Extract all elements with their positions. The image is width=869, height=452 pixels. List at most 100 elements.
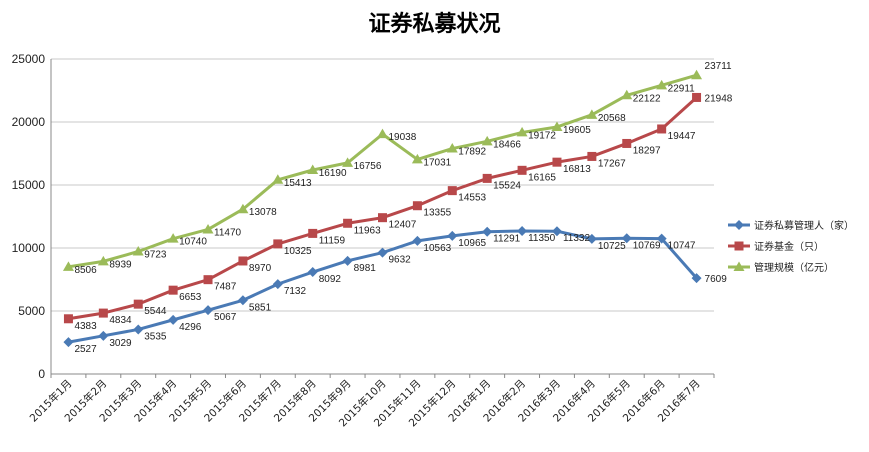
data-label-funds: 16165 [528,172,556,183]
data-point-scale [691,69,703,80]
data-point-managers [482,226,493,237]
data-label-scale: 10740 [179,237,207,248]
data-label-funds: 15524 [493,180,521,191]
data-label-managers: 10965 [458,238,486,249]
y-tick-label: 5000 [18,304,45,318]
data-point-managers [586,233,597,244]
data-point-scale [97,255,109,266]
data-point-managers [307,267,318,278]
data-point-funds [622,138,632,148]
data-point-scale [411,153,423,164]
data-point-funds [692,92,702,102]
data-point-funds [238,256,248,266]
data-label-funds: 4834 [109,315,132,326]
data-label-funds: 5544 [144,306,167,317]
data-point-managers [377,247,388,258]
data-point-managers [63,337,74,348]
data-label-funds: 4383 [74,321,97,332]
data-label-funds: 18297 [633,145,661,156]
data-point-funds [203,275,213,285]
data-label-funds: 8970 [249,263,272,274]
data-label-managers: 4296 [179,322,202,333]
data-label-managers: 7132 [284,286,307,297]
data-point-scale [481,135,493,146]
data-point-funds [447,186,457,196]
legend-label-scale: 管理规模（亿元） [754,261,834,274]
data-point-scale [656,79,668,90]
data-label-funds: 19447 [668,131,696,142]
data-point-managers [272,279,283,290]
data-point-scale [551,121,563,131]
data-label-scale: 18466 [493,139,521,150]
data-label-scale: 19605 [563,125,591,136]
data-label-managers: 10725 [598,241,626,252]
data-label-managers: 9632 [389,255,412,266]
data-point-scale [307,164,319,175]
data-point-scale [237,203,249,214]
data-label-funds: 11963 [354,225,382,236]
data-point-managers [237,295,248,306]
data-label-managers: 3535 [144,331,167,342]
data-label-scale: 8506 [74,265,97,276]
data-label-scale: 19172 [528,130,556,141]
data-point-managers [203,305,214,316]
data-label-scale: 13078 [249,207,277,218]
data-label-scale: 22122 [633,93,661,104]
y-tick-label: 0 [38,367,45,381]
data-label-scale: 11470 [214,227,242,238]
data-label-scale: 23711 [705,61,733,72]
data-label-scale: 9723 [144,249,167,260]
data-point-managers [691,273,702,284]
data-point-funds [587,151,597,161]
data-label-managers: 8981 [354,263,377,274]
data-point-funds [552,157,562,167]
data-label-scale: 20568 [598,113,626,124]
data-point-scale [132,245,144,256]
data-point-scale [167,233,179,243]
data-label-managers: 10747 [668,241,696,252]
legend-marker-funds [734,241,744,251]
data-label-managers: 5067 [214,312,237,323]
data-point-managers [447,230,458,241]
data-point-funds [412,201,422,211]
y-tick-label: 15000 [12,178,46,192]
data-label-funds: 17267 [598,158,626,169]
data-point-scale [202,223,214,234]
data-point-funds [168,285,178,295]
legend-label-funds: 证券基金（只） [754,240,824,253]
data-label-funds: 14553 [458,193,486,204]
data-label-managers: 11332 [563,233,591,244]
data-label-scale: 8939 [109,259,132,270]
data-label-scale: 16190 [319,168,347,179]
y-tick-label: 10000 [12,241,46,255]
data-label-funds: 10325 [284,246,312,257]
data-label-managers: 11291 [493,234,521,245]
y-tick-label: 25000 [12,52,46,66]
data-label-managers: 8092 [319,274,342,285]
data-point-funds [63,314,73,324]
data-point-funds [133,299,143,309]
data-point-scale [62,261,74,271]
data-point-funds [657,124,667,134]
data-label-funds: 16813 [563,164,591,175]
data-point-funds [482,173,492,183]
data-point-managers [621,233,632,244]
data-label-scale: 15413 [284,178,312,189]
data-point-managers [133,324,144,335]
data-point-funds [273,239,283,249]
data-label-managers: 10769 [633,240,661,251]
data-label-scale: 16756 [354,161,382,172]
data-point-funds [98,308,108,318]
data-point-funds [378,213,387,223]
data-label-funds: 12407 [389,220,417,231]
y-tick-label: 20000 [12,115,46,129]
data-label-managers: 3029 [109,338,132,349]
data-label-managers: 10563 [423,243,451,254]
data-point-funds [343,218,353,228]
data-point-managers [342,255,353,266]
legend-marker-scale [733,261,745,271]
data-label-funds: 13355 [423,208,451,219]
data-label-funds: 11159 [319,235,346,246]
